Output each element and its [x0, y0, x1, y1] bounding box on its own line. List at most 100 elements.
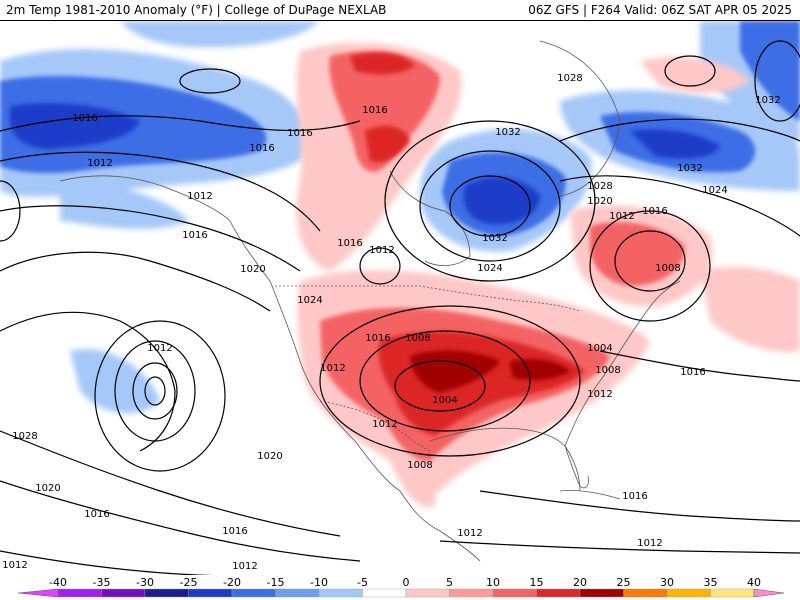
contour-high-baffin-outer2 [384, 120, 596, 282]
contour-label: 1024 [477, 263, 502, 274]
cold-area-baffin-strong [463, 177, 540, 225]
colorbar-swatch [144, 588, 189, 598]
us-canada-border [275, 285, 581, 312]
cold-area-top-strip-light [120, 21, 320, 48]
colorbar-tick-label: -30 [136, 576, 154, 589]
contour-label: 1012 [320, 363, 345, 374]
contour-label: 1012 [2, 560, 27, 571]
contour-label: 1004 [587, 343, 612, 354]
warm-area-mexico-light [395, 451, 436, 507]
contour-line [559, 118, 800, 142]
colorbar-swatch [666, 588, 711, 598]
contour-low-atlantic-outer [589, 210, 711, 322]
contour-label: 1012 [609, 211, 634, 222]
contour-high-greenland [664, 55, 716, 87]
contour-label: 1012 [457, 528, 482, 539]
contour-line [479, 490, 800, 522]
contour-label: 1020 [35, 483, 60, 494]
contour-label: 1016 [337, 238, 362, 249]
colorbar-swatch [405, 588, 450, 598]
contour-line [0, 115, 361, 132]
contour-label: 1016 [84, 509, 109, 520]
warm-area-north-strong [350, 52, 415, 75]
contour-label: 1028 [587, 181, 612, 192]
contour-label: 1028 [12, 431, 37, 442]
contour-label: 1020 [257, 451, 282, 462]
gulf-coast [429, 427, 581, 492]
cold-area-greenland-strong [630, 129, 720, 159]
cold-area-alaska-strong [10, 103, 140, 149]
contour-high-baffin [449, 175, 531, 237]
contour-label: 1012 [369, 245, 394, 256]
colorbar-swatch [57, 588, 102, 598]
alaska-coast [59, 175, 231, 222]
north-america-west-coast [229, 220, 481, 562]
contour-label: 1012 [87, 158, 112, 169]
warm-area-canada-strong [365, 125, 410, 163]
cold-area-northeast-pacific-light [60, 184, 190, 229]
contour-low-us-outer2 [319, 305, 581, 457]
contour-high-northeast [179, 68, 241, 94]
warm-area-atlantic-mid [590, 222, 685, 286]
contour-label: 1016 [72, 113, 97, 124]
colorbar-tick-label: 10 [486, 576, 500, 589]
colorbar-tick-label: 5 [446, 576, 453, 589]
cold-area-central-pacific-light [70, 349, 160, 414]
contour-low-pacific-inner [144, 376, 166, 406]
contour-label: 1024 [702, 185, 727, 196]
contour-label: 1016 [680, 367, 705, 378]
contour-label: 1012 [187, 191, 212, 202]
colorbar-tick-label: 25 [617, 576, 631, 589]
run-info: 06Z GFS | F264 Valid: 06Z SAT APR 05 202… [528, 3, 792, 17]
colorbar-tick-label: 30 [660, 576, 674, 589]
anomaly-map: 1016 1016 1016 1012 1012 1016 1016 1028 1032 1032… [0, 20, 800, 576]
colorbar-swatch [492, 588, 537, 598]
contour-label: 1016 [287, 128, 312, 139]
colorbar-tick-label: 0 [403, 576, 410, 589]
colorbar-swatch [623, 588, 668, 598]
warm-area-greenland-east-light [640, 57, 750, 93]
contour-low-pacific-outer2 [94, 320, 226, 472]
cuba [559, 490, 621, 500]
contour-label: 1016 [362, 105, 387, 116]
colorbar-swatch [710, 588, 755, 598]
colorbar-right-arrow [753, 588, 785, 598]
contour-low-atlantic [614, 230, 686, 292]
colorbar-swatch [275, 588, 320, 598]
greenland-coast [539, 40, 621, 197]
map-header: 2m Temp 1981-2010 Anomaly (°F) | College… [0, 0, 800, 20]
contour-label: 1012 [587, 389, 612, 400]
map-title: 2m Temp 1981-2010 Anomaly (°F) | College… [6, 3, 387, 17]
colorbar-tick-label: 20 [573, 576, 587, 589]
contour-labels: 1016 1016 1016 1012 1012 1016 1016 1028 1032 1032… [2, 73, 780, 572]
contour-label: 1012 [147, 343, 172, 354]
contour-line [559, 175, 800, 237]
contour-high-corner [754, 40, 800, 122]
contour-label: 1012 [232, 561, 257, 572]
contour-line [0, 251, 271, 312]
colorbar-tick-label: 15 [530, 576, 544, 589]
colorbar-tick-label: 40 [747, 576, 761, 589]
colorbar-swatch [362, 588, 407, 598]
contour-low-us-outer [359, 330, 531, 432]
contour-line [0, 205, 301, 272]
colorbar-swatch [101, 588, 146, 598]
colorbar-tick-label: -25 [180, 576, 198, 589]
colorbar-tick-label: -20 [223, 576, 241, 589]
contour-label: 1008 [407, 460, 432, 471]
contour-line [0, 430, 341, 537]
anomaly-map-canvas: 1016 1016 1016 1012 1012 1016 1016 1028 1032 1032… [0, 21, 800, 576]
anomaly-colorbar: -40 -35 -30 -25 -20 -15 -10 -5 0 5 10 15 20 25 30 35 40 [0, 575, 800, 600]
anomaly-shading [0, 21, 800, 507]
colorbar-tick-label: -15 [267, 576, 285, 589]
warm-area-canada-mid [329, 51, 440, 172]
colorbar-swatch [449, 588, 494, 598]
colorbar-swatch [579, 588, 624, 598]
contour-line [0, 480, 361, 562]
colorbar-left-arrow [17, 588, 59, 598]
contour-label: 1016 [642, 206, 667, 217]
colorbar-swatch [536, 588, 581, 598]
contour-label: 1032 [482, 233, 507, 244]
contour-label: 1032 [495, 127, 520, 138]
contour-label: 1024 [297, 295, 322, 306]
